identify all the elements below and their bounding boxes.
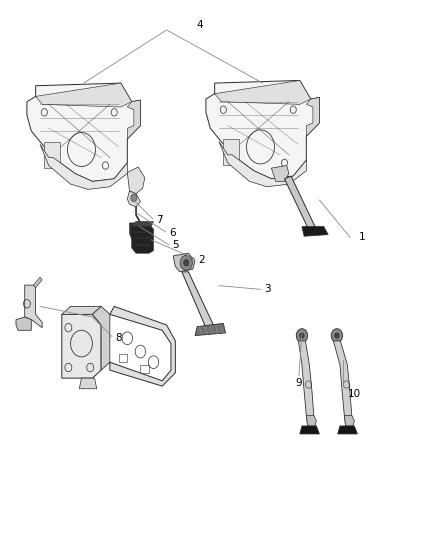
Polygon shape bbox=[302, 227, 328, 236]
Text: 6: 6 bbox=[169, 228, 175, 238]
Polygon shape bbox=[35, 83, 132, 107]
Text: 4: 4 bbox=[196, 20, 203, 30]
Polygon shape bbox=[132, 227, 153, 253]
Polygon shape bbox=[62, 314, 101, 378]
Circle shape bbox=[296, 329, 307, 343]
Circle shape bbox=[184, 260, 189, 266]
Polygon shape bbox=[33, 277, 42, 288]
Polygon shape bbox=[132, 221, 153, 227]
Polygon shape bbox=[272, 165, 289, 181]
Polygon shape bbox=[92, 306, 110, 370]
Polygon shape bbox=[173, 253, 195, 272]
Text: 3: 3 bbox=[264, 285, 271, 294]
Polygon shape bbox=[298, 341, 315, 426]
Polygon shape bbox=[223, 139, 239, 165]
Polygon shape bbox=[25, 285, 42, 328]
Text: 7: 7 bbox=[155, 215, 162, 225]
Bar bbox=[141, 365, 149, 373]
Polygon shape bbox=[44, 142, 60, 168]
Polygon shape bbox=[285, 176, 315, 229]
Polygon shape bbox=[27, 83, 141, 181]
Text: 8: 8 bbox=[115, 333, 122, 343]
Text: 10: 10 bbox=[348, 389, 361, 399]
Polygon shape bbox=[127, 100, 141, 139]
Polygon shape bbox=[333, 341, 353, 426]
Polygon shape bbox=[110, 306, 175, 386]
Circle shape bbox=[180, 255, 192, 270]
Polygon shape bbox=[127, 167, 145, 193]
Text: 2: 2 bbox=[198, 255, 205, 265]
Polygon shape bbox=[215, 80, 311, 104]
Text: 5: 5 bbox=[172, 240, 178, 250]
Polygon shape bbox=[127, 191, 141, 207]
Polygon shape bbox=[40, 144, 127, 189]
Polygon shape bbox=[195, 324, 226, 336]
Polygon shape bbox=[344, 415, 354, 426]
Polygon shape bbox=[182, 272, 215, 328]
Polygon shape bbox=[62, 306, 101, 314]
Polygon shape bbox=[300, 426, 319, 434]
Polygon shape bbox=[206, 80, 319, 179]
Polygon shape bbox=[130, 223, 151, 241]
Polygon shape bbox=[306, 98, 319, 136]
Bar bbox=[119, 354, 127, 362]
Polygon shape bbox=[79, 378, 97, 389]
Polygon shape bbox=[306, 415, 316, 426]
Text: 9: 9 bbox=[296, 378, 302, 388]
Circle shape bbox=[131, 194, 137, 201]
Circle shape bbox=[331, 329, 343, 343]
Polygon shape bbox=[16, 317, 31, 330]
Circle shape bbox=[335, 333, 339, 338]
Text: 1: 1 bbox=[359, 232, 365, 243]
Polygon shape bbox=[338, 426, 357, 434]
Circle shape bbox=[300, 333, 304, 338]
Polygon shape bbox=[219, 142, 306, 187]
